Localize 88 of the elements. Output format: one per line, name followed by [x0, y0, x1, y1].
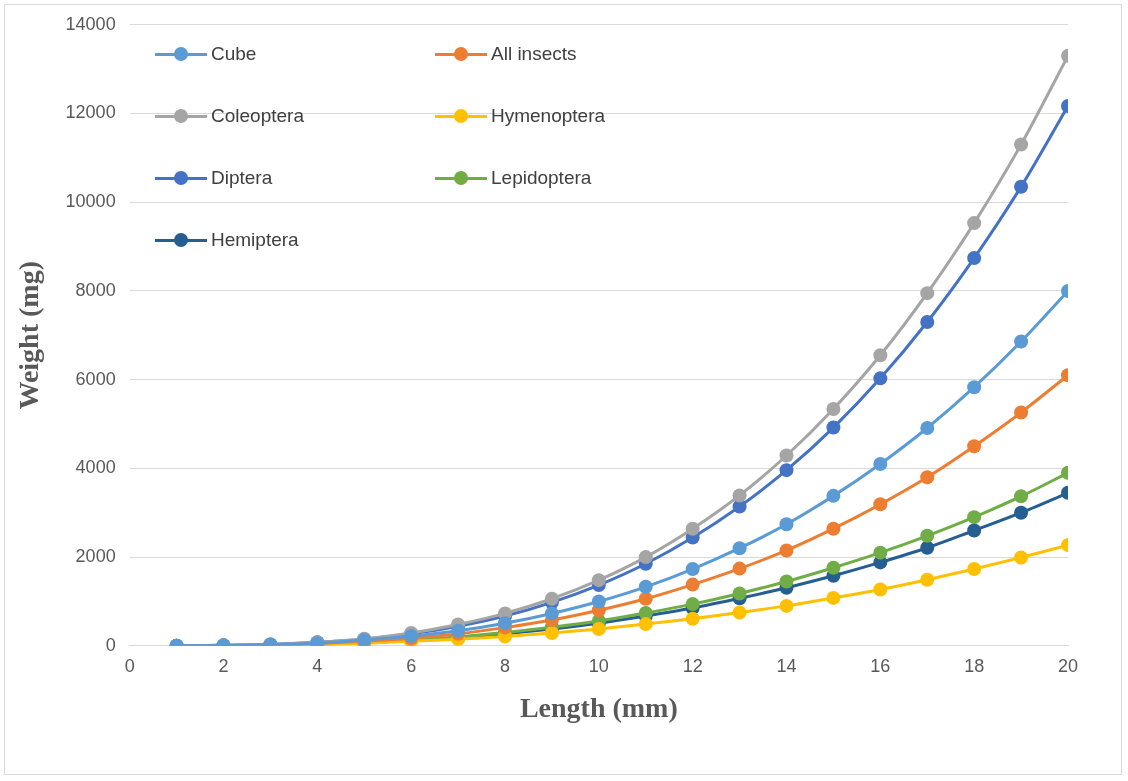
y-tick-label: 12000 — [65, 102, 116, 123]
point — [826, 488, 841, 503]
y-axis-title: Weight (mg) — [13, 261, 45, 410]
point — [638, 550, 653, 565]
point — [873, 371, 888, 386]
x-tick-label: 18 — [964, 655, 985, 676]
x-tick-label: 10 — [588, 655, 609, 676]
point — [544, 625, 559, 640]
point — [638, 591, 653, 606]
x-tick-label: 2 — [218, 655, 229, 676]
point — [638, 579, 653, 594]
x-tick-label: 0 — [124, 655, 135, 676]
x-axis-title: Length (mm) — [519, 692, 678, 724]
point — [779, 598, 794, 613]
legend-label: Lepidoptera — [491, 167, 592, 189]
x-tick-label: 16 — [870, 655, 891, 676]
point — [873, 582, 888, 597]
point — [732, 488, 747, 503]
point — [685, 562, 700, 577]
point — [920, 572, 935, 587]
x-tick-label: 14 — [776, 655, 797, 676]
y-tick-label: 0 — [105, 634, 116, 655]
legend-label: All insects — [491, 43, 577, 65]
point — [1014, 334, 1029, 349]
point — [779, 517, 794, 532]
point — [920, 470, 935, 485]
legend-label: Hemiptera — [211, 229, 299, 251]
point — [1014, 550, 1029, 565]
x-tick-label: 8 — [499, 655, 510, 676]
point — [1014, 489, 1029, 504]
point — [1014, 405, 1029, 420]
point — [591, 594, 606, 609]
point — [967, 216, 982, 231]
point — [967, 510, 982, 525]
legend-label: Diptera — [211, 167, 273, 189]
point — [826, 401, 841, 416]
x-tick-label: 4 — [312, 655, 323, 676]
point — [1014, 137, 1029, 152]
point — [920, 540, 935, 555]
point — [873, 545, 888, 560]
point — [779, 448, 794, 463]
point — [920, 528, 935, 543]
point — [1014, 505, 1029, 520]
y-tick-label: 4000 — [75, 457, 116, 478]
point — [967, 562, 982, 577]
point — [967, 251, 982, 266]
x-tick-label: 6 — [406, 655, 417, 676]
legend-label: Cube — [211, 43, 257, 65]
y-tick-label: 14000 — [65, 13, 116, 34]
point — [873, 456, 888, 471]
point — [732, 605, 747, 620]
point — [1014, 179, 1029, 194]
point — [779, 463, 794, 478]
point — [732, 586, 747, 601]
point — [544, 591, 559, 606]
point — [920, 314, 935, 329]
point — [873, 348, 888, 363]
point — [920, 286, 935, 301]
y-tick-label: 6000 — [75, 368, 116, 389]
point — [967, 523, 982, 538]
point — [779, 543, 794, 558]
point — [685, 521, 700, 536]
y-tick-label: 2000 — [75, 546, 116, 567]
point — [873, 497, 888, 512]
point — [826, 560, 841, 575]
point — [826, 590, 841, 605]
point — [826, 521, 841, 536]
x-tick-label: 12 — [682, 655, 703, 676]
point — [967, 380, 982, 395]
point — [685, 611, 700, 626]
legend-label: Coleoptera — [211, 105, 304, 127]
point — [732, 561, 747, 576]
legend-label: Hymenoptera — [491, 105, 606, 127]
point — [967, 439, 982, 454]
point — [591, 573, 606, 588]
point — [638, 617, 653, 632]
point — [826, 420, 841, 435]
x-tick-label: 20 — [1057, 655, 1079, 676]
point — [685, 577, 700, 592]
point — [920, 421, 935, 436]
point — [732, 541, 747, 556]
y-tick-label: 10000 — [65, 191, 116, 212]
point — [497, 616, 512, 631]
point — [544, 606, 559, 621]
point — [685, 597, 700, 612]
y-tick-label: 8000 — [75, 279, 116, 300]
point — [591, 621, 606, 636]
point — [779, 574, 794, 589]
